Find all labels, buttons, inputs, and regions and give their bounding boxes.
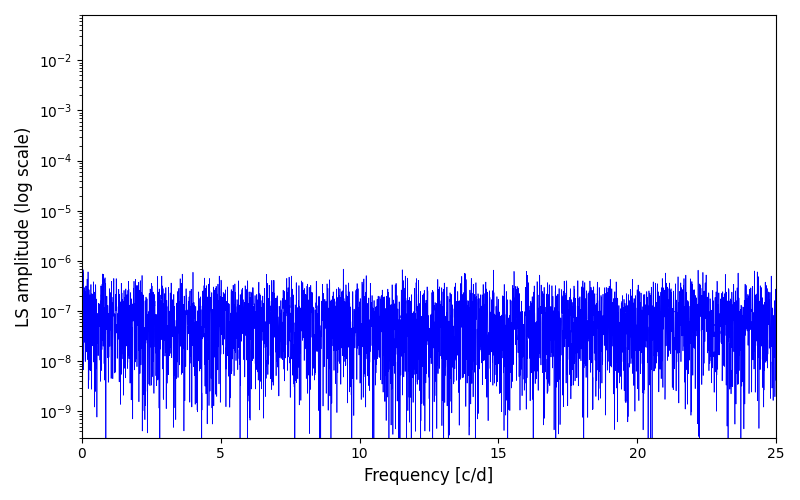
X-axis label: Frequency [c/d]: Frequency [c/d] [364,467,494,485]
Y-axis label: LS amplitude (log scale): LS amplitude (log scale) [15,126,33,326]
